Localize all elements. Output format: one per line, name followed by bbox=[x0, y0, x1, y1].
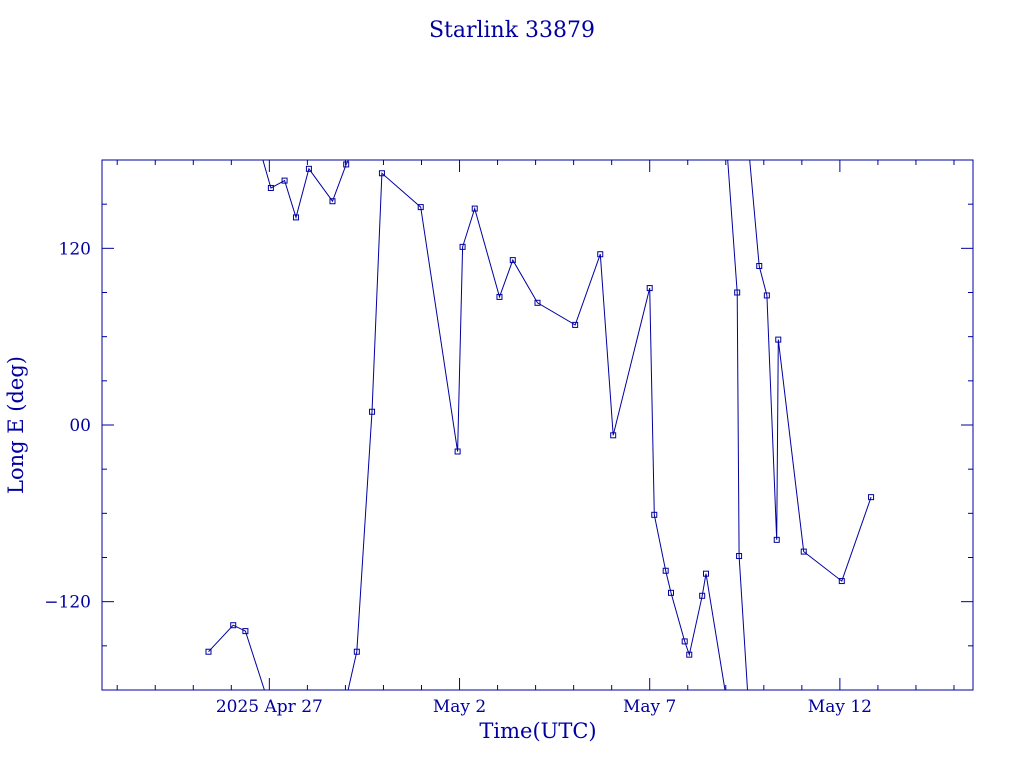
data-point bbox=[496, 293, 503, 300]
axis-ticks bbox=[102, 160, 973, 690]
data-point bbox=[686, 651, 693, 658]
data-point bbox=[509, 257, 516, 264]
data-point bbox=[267, 184, 274, 191]
data-point bbox=[292, 214, 299, 221]
data-point bbox=[763, 292, 770, 299]
y-axis-label: Long E (deg) bbox=[4, 356, 28, 494]
data-point bbox=[305, 165, 312, 172]
x-axis-label: Time(UTC) bbox=[479, 719, 596, 743]
data-point bbox=[610, 432, 617, 439]
data-point bbox=[773, 536, 780, 543]
x-tick-label: May 7 bbox=[623, 697, 676, 717]
data-point bbox=[668, 589, 675, 596]
data-point bbox=[734, 289, 741, 296]
data-point bbox=[838, 578, 845, 585]
y-tick-label: −120 bbox=[44, 593, 91, 613]
series-line bbox=[347, 172, 726, 691]
data-point bbox=[736, 553, 743, 560]
data-point bbox=[281, 177, 288, 184]
data-point bbox=[378, 170, 385, 177]
data-point bbox=[329, 198, 336, 205]
series-line bbox=[749, 159, 872, 582]
tick-labels: 2025 Apr 27 May 2 May 7 May 12 120 00 −120 bbox=[44, 239, 872, 717]
y-tick-label: 00 bbox=[69, 416, 91, 436]
data-point bbox=[454, 448, 461, 455]
data-point bbox=[353, 648, 360, 655]
data-point bbox=[417, 204, 424, 211]
data-point bbox=[572, 321, 579, 328]
data-point bbox=[230, 622, 237, 629]
chart-title: Starlink 33879 bbox=[429, 18, 595, 43]
series-line bbox=[727, 159, 748, 691]
data-point bbox=[702, 570, 709, 577]
data-point bbox=[868, 494, 875, 501]
plot-frame bbox=[101, 159, 974, 691]
data-point bbox=[534, 299, 541, 306]
series-line bbox=[262, 159, 349, 220]
x-tick-label: May 2 bbox=[433, 697, 486, 717]
data-point bbox=[205, 648, 212, 655]
data-series bbox=[205, 159, 875, 691]
data-point bbox=[699, 592, 706, 599]
data-point bbox=[662, 567, 669, 574]
data-point bbox=[646, 285, 653, 292]
data-point bbox=[651, 511, 658, 518]
data-point bbox=[597, 251, 604, 258]
data-point bbox=[459, 243, 466, 250]
data-point bbox=[471, 205, 478, 212]
x-tick-label: May 12 bbox=[808, 697, 872, 717]
data-point bbox=[756, 263, 763, 269]
data-point bbox=[681, 638, 688, 645]
x-tick-label: 2025 Apr 27 bbox=[216, 697, 323, 717]
data-point bbox=[775, 336, 782, 343]
data-point bbox=[800, 548, 807, 555]
data-point bbox=[242, 628, 249, 635]
data-point bbox=[343, 161, 350, 168]
y-tick-label: 120 bbox=[59, 239, 91, 259]
series-line bbox=[208, 624, 265, 691]
data-point bbox=[369, 408, 376, 415]
